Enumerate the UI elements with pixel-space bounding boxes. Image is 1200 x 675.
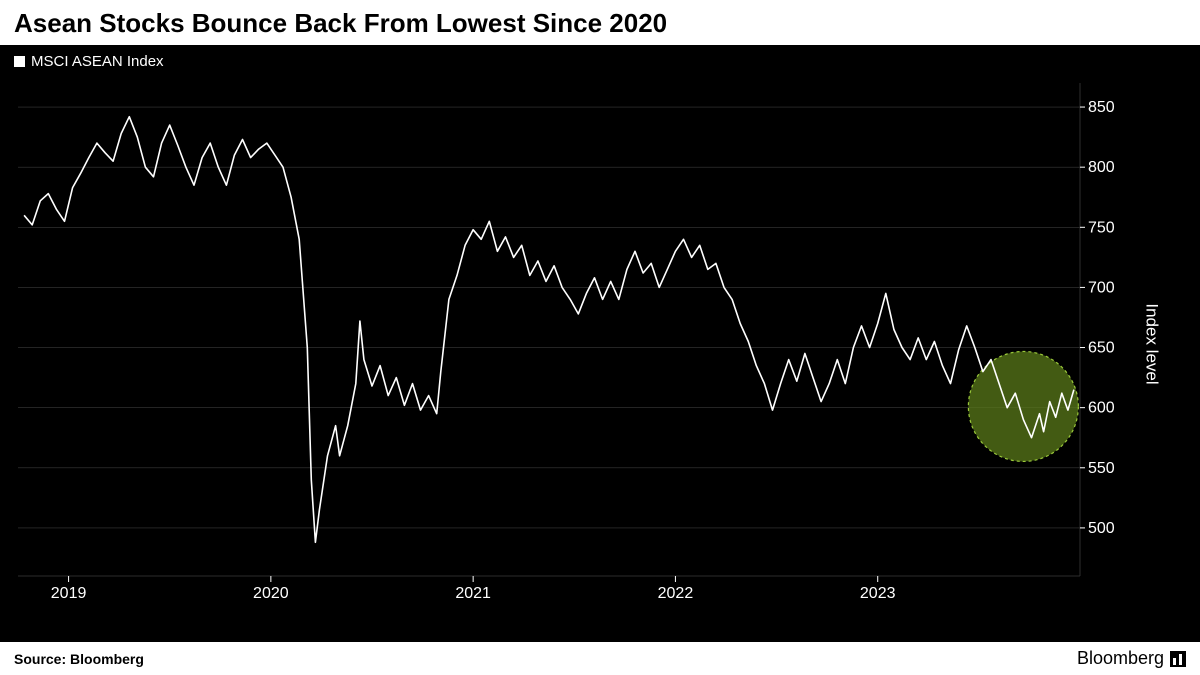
chart-area: MSCI ASEAN Index 500 550 600 650 700 750 800 85…: [0, 45, 1200, 642]
svg-text:650: 650: [1088, 340, 1115, 357]
svg-text:2021: 2021: [455, 585, 491, 602]
chart-title: Asean Stocks Bounce Back From Lowest Sin…: [0, 0, 1200, 45]
footer: Source: Bloomberg Bloomberg: [0, 642, 1200, 675]
svg-text:500: 500: [1088, 520, 1115, 537]
svg-text:700: 700: [1088, 279, 1115, 296]
legend-swatch: [14, 56, 25, 67]
line-chart-svg: 500 550 600 650 700 750 800 850 2019 2020 2021 2022…: [14, 79, 1130, 602]
source-text: Source: Bloomberg: [14, 651, 144, 667]
legend-label: MSCI ASEAN Index: [31, 53, 164, 70]
y-axis-title: Index level: [1141, 303, 1161, 384]
svg-text:2023: 2023: [860, 585, 896, 602]
svg-text:850: 850: [1088, 99, 1115, 116]
svg-text:600: 600: [1088, 400, 1115, 417]
svg-text:550: 550: [1088, 460, 1115, 477]
svg-text:2020: 2020: [253, 585, 289, 602]
brand-icon: [1170, 651, 1186, 667]
brand-label: Bloomberg: [1077, 648, 1164, 669]
svg-text:750: 750: [1088, 219, 1115, 236]
plot-region: 500 550 600 650 700 750 800 850 2019 2020 2021 2022…: [14, 79, 1130, 602]
svg-text:2022: 2022: [658, 585, 694, 602]
svg-text:2019: 2019: [51, 585, 87, 602]
svg-text:800: 800: [1088, 159, 1115, 176]
brand: Bloomberg: [1077, 648, 1186, 669]
legend: MSCI ASEAN Index: [14, 53, 164, 70]
